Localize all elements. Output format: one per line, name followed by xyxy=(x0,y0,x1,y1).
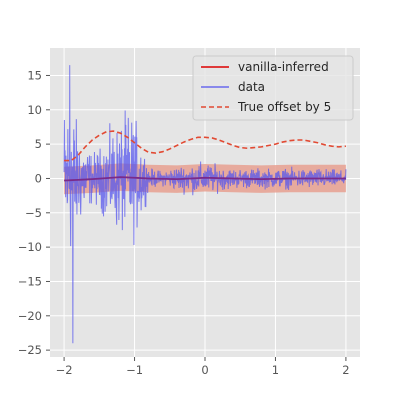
x-tick-label: 0 xyxy=(201,363,208,377)
legend-box xyxy=(192,55,354,121)
legend-label-data: data xyxy=(238,80,265,94)
plot-layer xyxy=(63,65,347,344)
y-tick-label: −20 xyxy=(18,309,42,323)
y-tick-label: −25 xyxy=(18,343,42,357)
y-tick-label: −15 xyxy=(18,274,42,288)
vanilla-inferred-line xyxy=(64,176,346,182)
y-tick-label: −5 xyxy=(25,206,42,220)
y-tick-label: −10 xyxy=(18,240,42,254)
x-tick-label: −2 xyxy=(56,363,73,377)
y-axis: −25 −20 −15 −10 −5 0 5 10 15 xyxy=(18,68,50,357)
data-line xyxy=(63,65,347,344)
y-tick-label: 10 xyxy=(27,103,42,117)
x-tick-label: −1 xyxy=(126,363,143,377)
x-tick-label: 1 xyxy=(272,363,279,377)
x-tick-label: 2 xyxy=(342,363,349,377)
true-offset-line xyxy=(64,130,346,162)
x-axis: −2 −1 0 1 2 xyxy=(56,357,350,377)
y-tick-label: 15 xyxy=(27,68,42,82)
y-tick-label: 0 xyxy=(35,171,42,185)
legend-label-vanilla-inferred: vanilla-inferred xyxy=(238,60,329,74)
legend-label-true-offset: True offset by 5 xyxy=(237,100,331,114)
y-tick-label: 5 xyxy=(35,137,42,151)
legend: vanilla-inferred data True offset by 5 xyxy=(192,55,354,121)
